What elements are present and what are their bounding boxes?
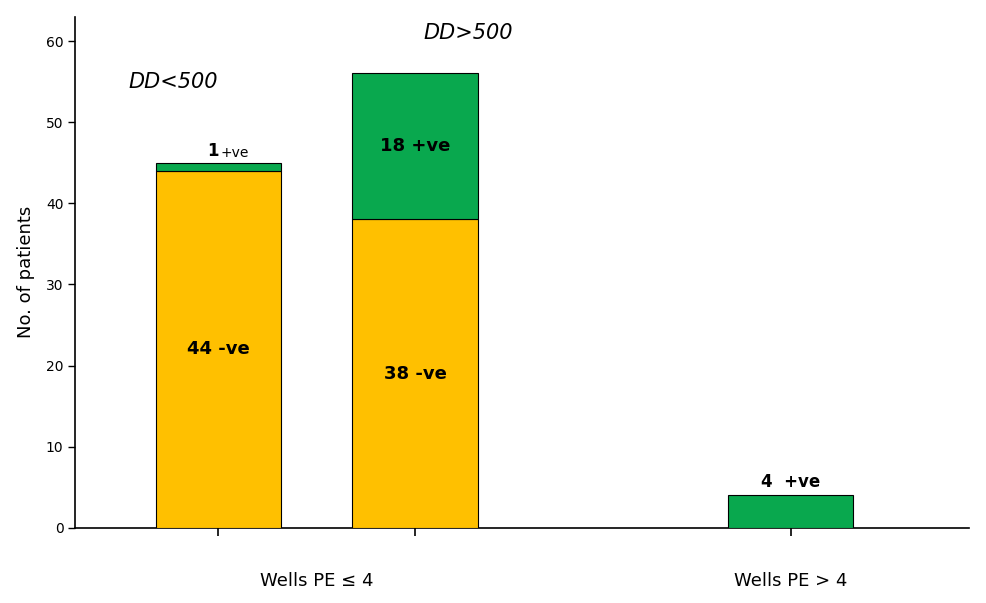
Bar xyxy=(352,74,477,219)
Text: 18 +ve: 18 +ve xyxy=(380,137,451,156)
Bar xyxy=(156,171,281,528)
Text: Wells PE > 4: Wells PE > 4 xyxy=(734,572,847,590)
Bar xyxy=(352,219,477,528)
Bar xyxy=(156,163,281,171)
Text: DD>500: DD>500 xyxy=(424,23,514,43)
Y-axis label: No. of patients: No. of patients xyxy=(17,206,35,338)
Text: Wells PE ≤ 4: Wells PE ≤ 4 xyxy=(260,572,374,590)
Text: 44 -ve: 44 -ve xyxy=(187,340,249,358)
Bar xyxy=(728,495,853,528)
Text: 1: 1 xyxy=(207,142,218,160)
Text: 4  +ve: 4 +ve xyxy=(761,473,820,491)
Text: +ve: +ve xyxy=(220,147,248,160)
Text: DD<500: DD<500 xyxy=(129,72,218,92)
Text: 38 -ve: 38 -ve xyxy=(384,365,447,383)
